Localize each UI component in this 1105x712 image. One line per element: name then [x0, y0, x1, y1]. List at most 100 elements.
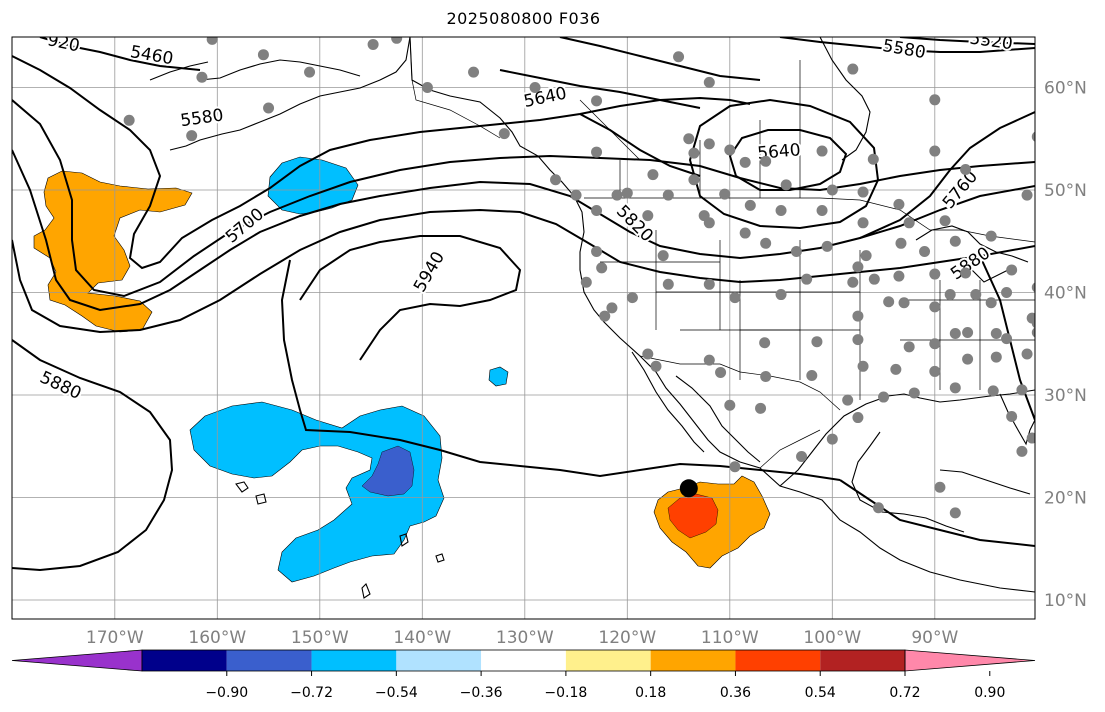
station-dot: [883, 296, 895, 308]
station-dot: [929, 301, 941, 313]
station-dot: [934, 481, 946, 493]
colorbar-tick-label: 0.54: [805, 685, 836, 701]
station-dot: [852, 334, 864, 346]
station-dot: [929, 94, 941, 106]
station-dot: [391, 37, 403, 44]
storm-center-marker: [679, 479, 698, 498]
map-title: 2025080800 F036: [446, 9, 601, 28]
station-dot: [206, 37, 218, 45]
station-dot: [893, 270, 905, 282]
station-dot: [1068, 318, 1079, 329]
station-dot: [703, 354, 715, 366]
graticule: [12, 37, 1035, 619]
colorbar-segment: [226, 650, 312, 671]
station-dot: [960, 267, 972, 279]
anomaly-region-blue-small: [488, 366, 509, 387]
station-dot: [591, 95, 603, 107]
colorbar: [11, 649, 1036, 672]
station-dot: [367, 38, 379, 50]
station-dot: [868, 273, 880, 285]
station-dot: [688, 147, 700, 159]
station-dot: [729, 292, 741, 304]
latitude-label: 20°N: [1044, 489, 1087, 509]
colorbar-tick-label: 0.72: [889, 685, 920, 701]
station-dot: [852, 412, 864, 424]
station-dot: [960, 164, 972, 175]
colorbar-tick-label: 0.36: [720, 685, 751, 701]
station-dot: [1042, 256, 1053, 267]
station-dot: [847, 63, 859, 75]
longitude-label: 110°W: [701, 628, 759, 648]
colorbar-tick-label: 0.18: [635, 685, 666, 701]
station-dot: [1001, 287, 1013, 298]
station-dot: [186, 130, 198, 142]
station-dot: [642, 210, 654, 222]
colorbar-segment: [142, 650, 227, 671]
anomaly-fills: [33, 156, 771, 583]
colorbar-segment: [904, 649, 1036, 672]
longitude-label: 150°W: [291, 628, 349, 648]
station-dot: [1031, 318, 1035, 329]
contour-label: 5940: [410, 248, 449, 295]
colorbar-tick-label: −0.18: [544, 685, 587, 701]
station-dot: [703, 76, 715, 88]
anomaly-region-darkblue: [361, 445, 415, 497]
station-dot: [123, 114, 135, 126]
station-dot: [755, 402, 767, 414]
station-dot: [196, 71, 208, 83]
anomaly-region-blue-north: [267, 156, 359, 215]
station-dot: [796, 451, 808, 462]
colorbar-frame: [141, 649, 906, 672]
station-dot: [304, 66, 316, 78]
longitude-label: 100°W: [803, 628, 861, 648]
station-dot: [703, 217, 715, 229]
station-dot: [673, 51, 685, 63]
station-dot: [570, 189, 582, 201]
station-dot: [1016, 445, 1028, 457]
station-dot: [1031, 131, 1035, 142]
station-dot: [987, 385, 999, 397]
colorbar-tick-label: 0.90: [974, 685, 1005, 701]
station-dot: [929, 365, 941, 377]
latitude-label: 60°N: [1044, 79, 1087, 99]
station-dot: [1016, 384, 1028, 396]
colorbar-segment: [735, 650, 821, 671]
colorbar-tick-label: −0.54: [375, 685, 418, 701]
contour-label: 5580: [179, 105, 225, 131]
station-dot: [903, 341, 915, 353]
station-dot: [949, 507, 961, 519]
station-dot: [421, 82, 433, 93]
latitude-label: 30°N: [1044, 386, 1087, 406]
station-dot: [621, 187, 633, 199]
station-dot: [760, 371, 772, 383]
station-dot: [867, 153, 879, 165]
station-dot: [890, 363, 902, 375]
anomaly-region-blue-south: [189, 401, 445, 583]
station-dot: [662, 189, 674, 201]
station-dot: [1031, 282, 1035, 293]
colorbar-segment: [311, 650, 397, 671]
station-dot: [591, 146, 603, 158]
station-dot: [775, 289, 787, 301]
station-dot: [596, 262, 608, 274]
station-markers: [123, 37, 1079, 519]
station-dot: [775, 205, 787, 216]
latitude-labels: 60°N 50°N 40°N 30°N 20°N 10°N: [1044, 79, 1087, 612]
station-dot: [647, 169, 659, 181]
contour-label: 920: [46, 30, 82, 56]
station-dot: [857, 360, 869, 372]
station-dot: [857, 217, 869, 229]
station-dot: [949, 235, 961, 247]
station-dot: [929, 338, 941, 350]
station-dot: [801, 273, 813, 285]
station-dot: [550, 174, 562, 186]
station-dot: [939, 215, 951, 227]
longitude-label: 170°W: [86, 628, 144, 648]
station-dot: [985, 297, 997, 309]
station-dot: [729, 461, 741, 473]
station-dot: [811, 336, 823, 348]
station-dot: [703, 278, 715, 290]
contour-label: 5460: [129, 42, 175, 69]
station-dot: [949, 382, 961, 394]
